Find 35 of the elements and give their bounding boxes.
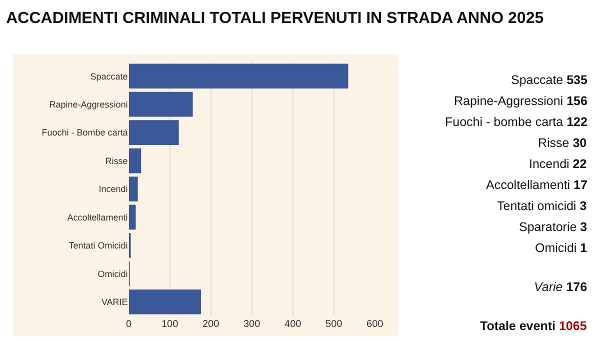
bar [128, 64, 348, 89]
y-tick-label: Tentati Omicidi [68, 240, 128, 251]
bar [128, 92, 193, 117]
text: Risse 30 [538, 136, 587, 150]
y-tick-label: Rapine-Aggressioni [49, 99, 128, 110]
x-tick-label: 100 [161, 319, 179, 330]
bar [128, 148, 142, 174]
y-tick-label: Risse [105, 156, 128, 166]
y-tick-label: Incendi [98, 184, 128, 194]
text: Tentati omicidi 3 [497, 199, 587, 213]
text: Varie 176 [534, 280, 588, 294]
x-tick-label: 300 [243, 319, 261, 330]
bar [128, 204, 136, 230]
bar [128, 289, 201, 314]
y-tick-label: Fuochi - Bombe carta [42, 128, 128, 138]
x-tick-label: 0 [126, 319, 132, 330]
text: Accoltellamenti 17 [486, 178, 588, 192]
bar [128, 120, 179, 145]
x-tick-label: 500 [326, 319, 343, 330]
y-tick-label: Spaccate [90, 71, 128, 82]
y-tick-label: VARIE [101, 297, 128, 308]
x-tick-label: 200 [202, 319, 220, 330]
text: Sparatorie 3 [519, 220, 588, 234]
text: Incendi 22 [529, 157, 587, 171]
chart-title: ACCADIMENTI CRIMINALI TOTALI PERVENUTI IN STRADA ANNO 2025 [6, 10, 544, 28]
text: Totale eventi 1065 [480, 319, 587, 333]
x-tick-label: 600 [366, 319, 384, 330]
x-tick-label: 400 [284, 319, 302, 330]
bar [128, 176, 138, 202]
y-tick-label: Omicidi [98, 268, 128, 279]
text: Spaccate 535 [511, 73, 588, 87]
text: Omicidi 1 [535, 241, 588, 255]
text: Rapine-Aggressioni 156 [454, 94, 588, 108]
y-tick-label: Accoltellamenti [67, 212, 128, 222]
text: Fuochi - bombe carta 122 [445, 115, 588, 129]
